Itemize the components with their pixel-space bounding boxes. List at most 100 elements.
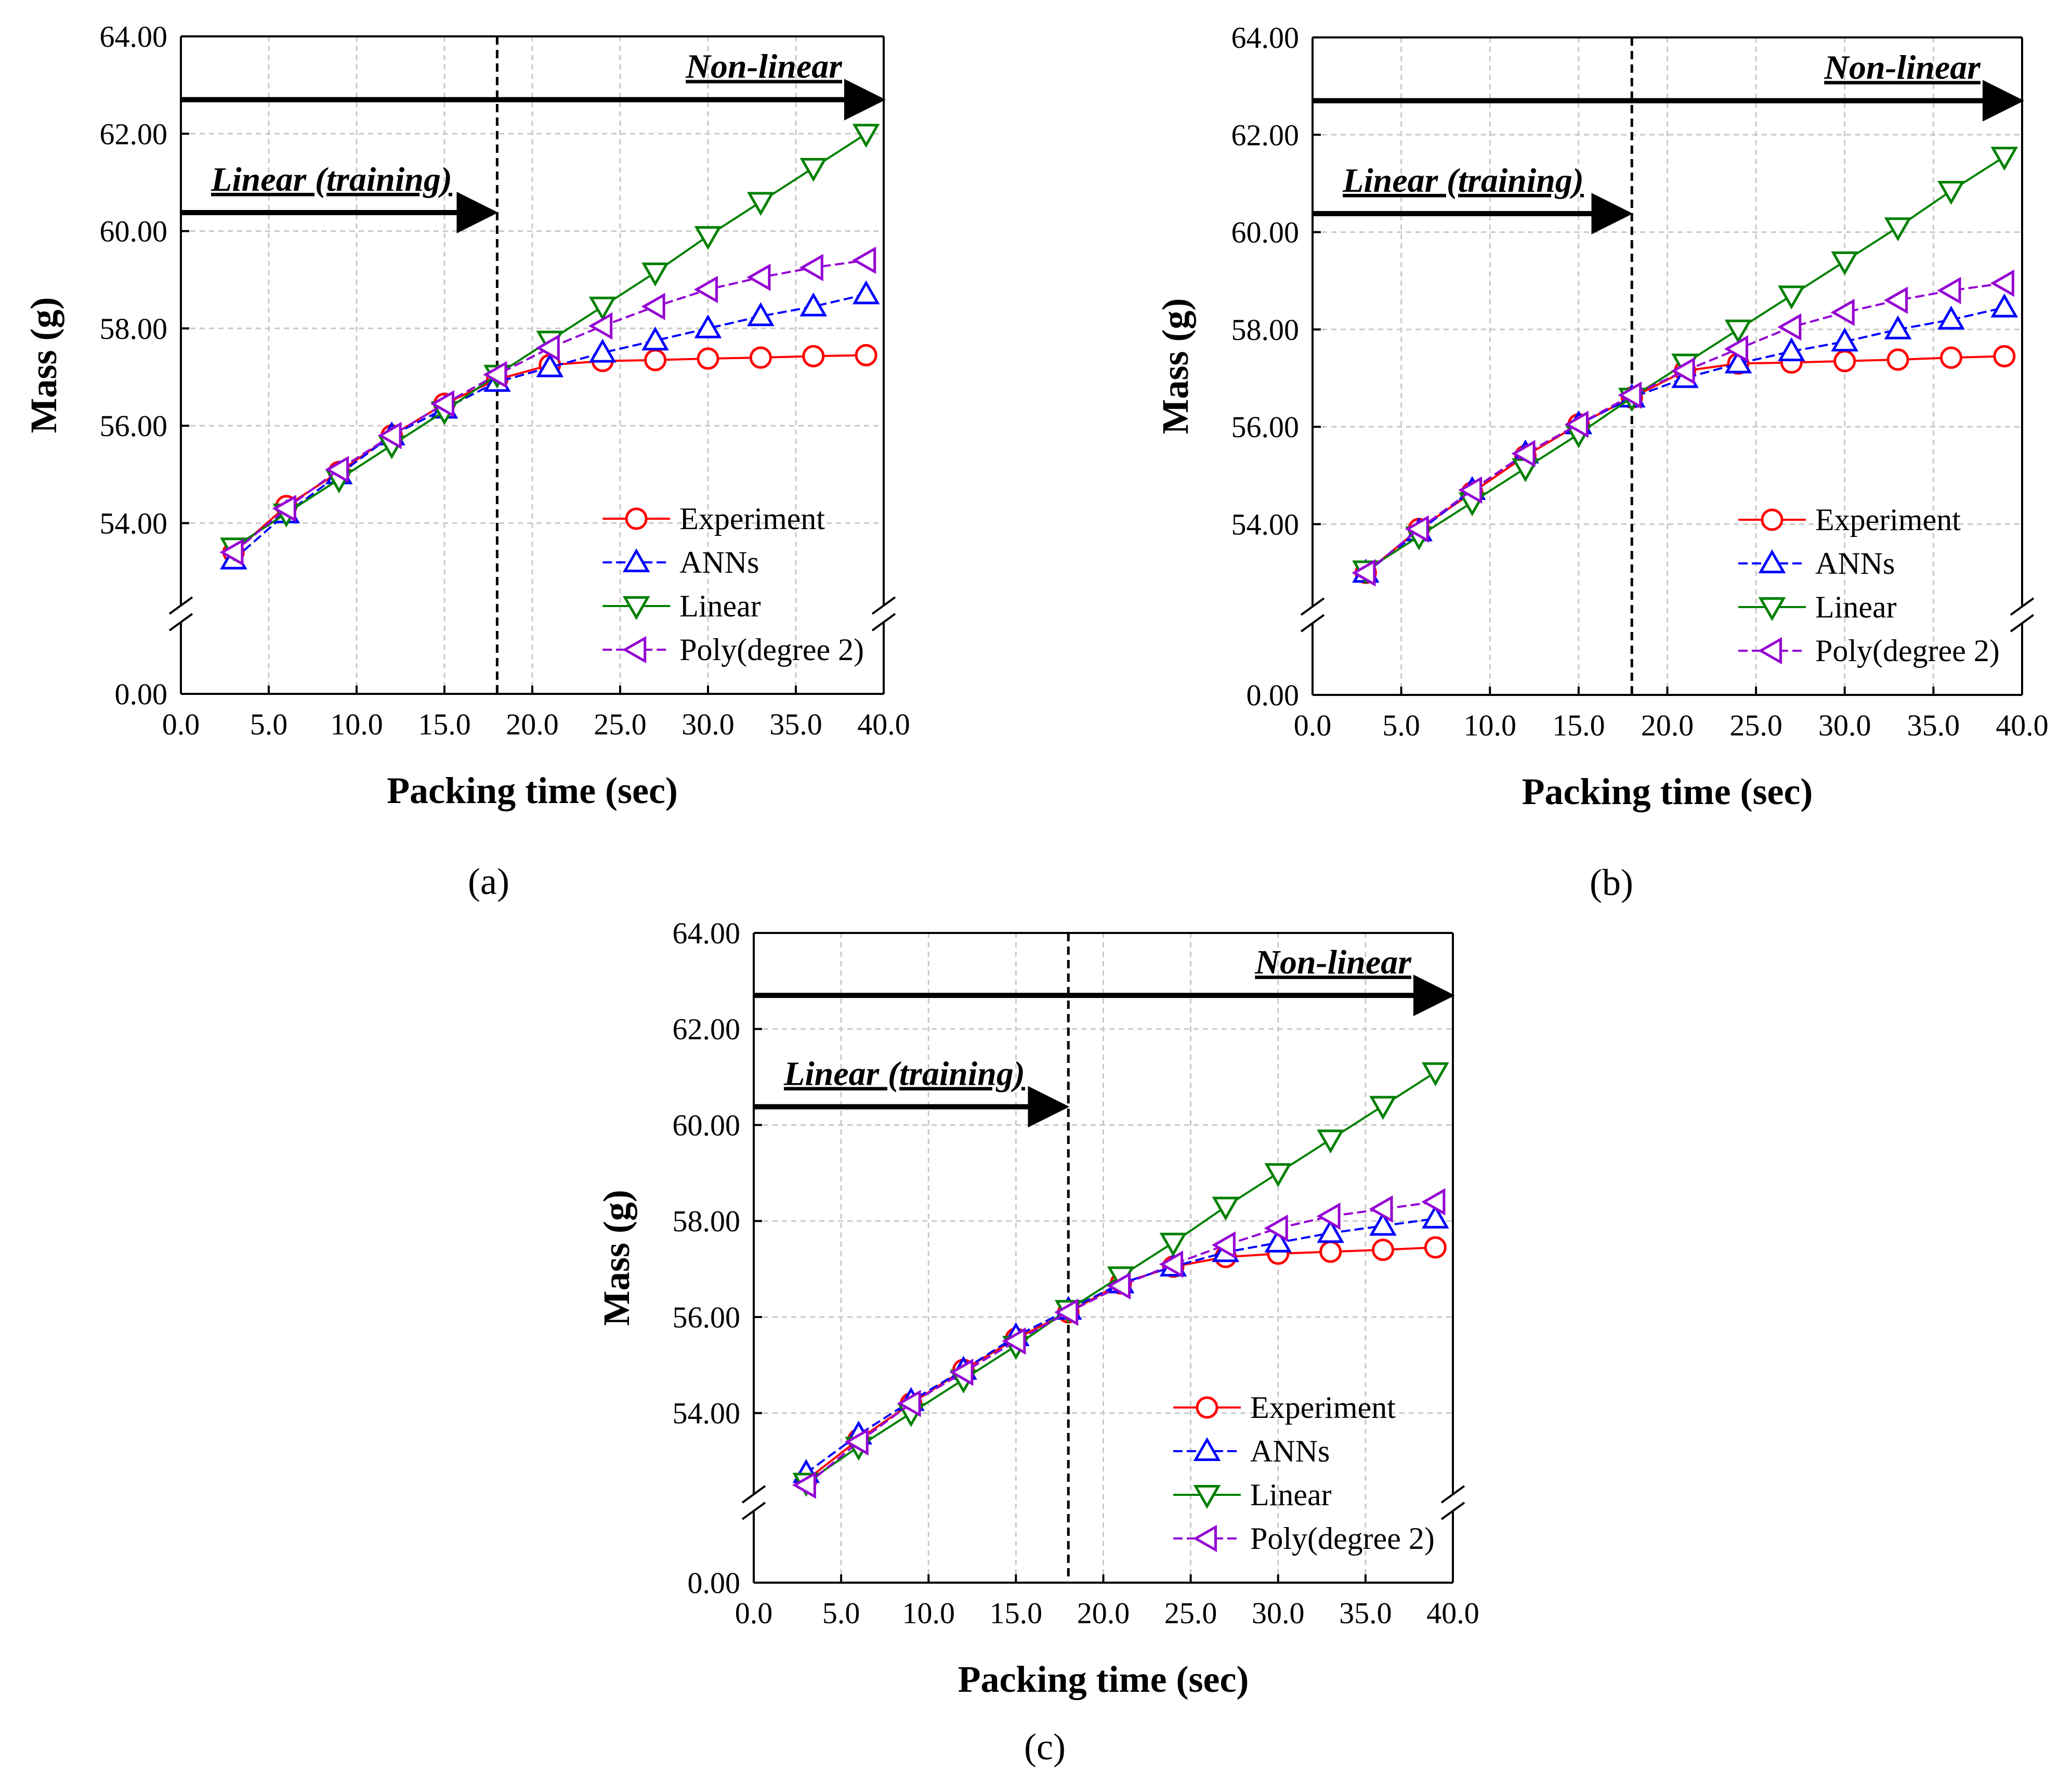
data-point-anns [1264,1228,1292,1253]
y-tick-label: 62.00 [100,117,168,151]
data-point-linear [1264,1163,1292,1187]
legend-label: Linear [679,589,761,623]
data-point-linear [1758,597,1786,622]
legend-label: Experiment [1815,503,1961,537]
x-tick-label: 5.0 [822,1596,860,1630]
data-point-experiment [1761,508,1784,531]
x-tick-label: 40.0 [1996,708,2049,742]
data-point-poly [1511,440,1536,467]
panel-caption: (a) [468,861,509,902]
y-tick-label: 56.00 [673,1300,741,1334]
data-point-experiment [625,507,648,530]
data-point-poly [1671,357,1695,385]
data-point-poly [1264,1214,1288,1242]
data-point-poly [1421,1188,1446,1216]
x-tick-label: 0.0 [735,1596,773,1630]
legend-item: Linear [602,589,761,623]
data-point-poly [844,1428,869,1456]
data-point-linear [1422,1062,1449,1086]
x-tick-label: 30.0 [1818,708,1871,742]
y-axis-title: Mass (g) [596,1190,637,1326]
axis-break-mark-left [1300,614,1325,633]
data-point-anns [1317,1219,1344,1243]
legend-item: ANNs [1738,546,1895,581]
data-point-anns [694,314,722,338]
legend-label: Linear [1815,590,1897,624]
x-axis-title: Packing time (sec) [958,1659,1249,1700]
axis-break-mark-left [168,596,193,615]
data-point-experiment [1940,346,1962,369]
data-point-linear [1317,1129,1344,1154]
data-point-poly [1405,515,1429,543]
y-tick-label: 0.00 [1247,678,1300,712]
y-tick-label: 64.00 [1231,21,1300,55]
data-point-poly [622,636,647,664]
data-point-anns [852,280,880,305]
axis-break-mark-left [1300,597,1325,616]
x-tick-label: 0.0 [1294,708,1332,742]
series-line [805,1201,1436,1486]
nonlinear-region-label: Non-linear [1824,49,1981,87]
panel-caption: (c) [1024,1726,1066,1768]
data-point-poly [1107,1272,1131,1300]
data-point-anns [588,338,617,363]
data-point-anns [641,326,669,351]
linear-region-label: Linear (training) [1342,162,1584,200]
series-poly-degree-2- [219,246,876,566]
x-tick-label: 25.0 [1729,708,1782,742]
y-tick-label: 54.00 [1231,507,1300,541]
chart-panel-b: 0.0 5.0 10.0 15.0 20.0 25.0 30.0 35.0 40.0 0.00 54… [1155,21,2049,903]
x-tick-label: 15.0 [1552,708,1605,742]
data-point-experiment [749,346,772,369]
panel-caption: (b) [1590,862,1633,903]
y-tick-label: 62.00 [673,1012,741,1046]
data-point-poly [1352,559,1376,587]
series-poly-degree-2- [1352,269,2014,587]
data-point-poly [1724,335,1748,363]
data-point-linear [1193,1485,1221,1509]
axis-break-mark-right [1440,1502,1465,1520]
data-point-anns [1990,293,2018,318]
y-tick-label: 60.00 [100,215,168,248]
x-tick-label: 20.0 [1641,708,1694,742]
data-point-poly [641,293,665,321]
data-point-anns [1778,337,1805,362]
data-point-linear [641,262,669,287]
data-point-poly [897,1389,921,1417]
data-point-poly [1884,286,1908,314]
x-tick-label: 15.0 [418,707,471,741]
data-point-poly [1777,313,1802,341]
data-point-linear [1724,319,1752,344]
data-point-poly [1369,1195,1393,1223]
legend-item: Experiment [1173,1390,1396,1425]
x-tick-label: 30.0 [1252,1596,1305,1630]
data-point-poly [535,334,560,362]
x-tick-label: 10.0 [1464,708,1517,742]
data-point-poly [1458,476,1483,504]
y-tick-label: 0.00 [115,677,168,711]
x-tick-label: 5.0 [250,707,288,741]
data-point-poly [1937,277,1961,305]
x-tick-label: 40.0 [1426,1596,1479,1630]
data-point-poly [325,456,349,483]
x-tick-label: 10.0 [330,707,383,741]
data-point-poly [1192,1524,1217,1553]
data-point-anns [1831,327,1859,352]
x-tick-label: 20.0 [506,707,559,741]
series-line [1365,355,2004,574]
series-anns [792,1204,1449,1483]
y-tick-label: 56.00 [100,409,168,443]
data-point-linear [1369,1096,1397,1120]
y-tick-label: 58.00 [1231,313,1300,347]
axis-break-mark-right [1440,1485,1465,1504]
data-point-linear [1937,180,1965,205]
data-point-poly [1159,1251,1183,1278]
data-point-linear [622,596,650,621]
legend-item: ANNs [602,545,759,580]
x-tick-label: 25.0 [594,707,647,741]
data-point-poly [483,361,507,389]
axis-break-mark-right [871,596,896,615]
data-point-experiment [697,347,719,370]
series-anns [1352,293,2018,583]
y-tick-label: 54.00 [100,506,168,540]
